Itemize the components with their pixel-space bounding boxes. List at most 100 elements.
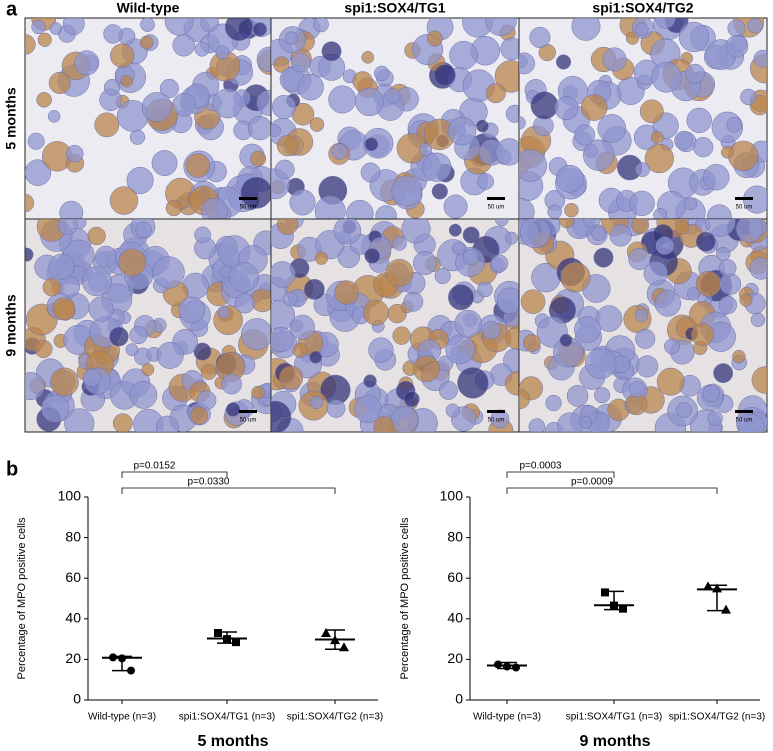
- cell: [276, 135, 299, 157]
- y-tick-label: 60: [65, 569, 81, 585]
- cell: [189, 406, 209, 425]
- row-label: 9 months: [3, 294, 19, 356]
- cell: [252, 22, 267, 37]
- cell: [112, 413, 133, 432]
- cell: [728, 140, 759, 172]
- y-tick-label: 0: [73, 691, 81, 707]
- scale-bar: [487, 410, 505, 413]
- cell: [496, 287, 519, 314]
- micrograph: 50 um: [270, 218, 520, 433]
- data-point: [619, 604, 627, 613]
- cell: [74, 50, 100, 76]
- cell: [103, 24, 123, 44]
- cell: [635, 308, 649, 322]
- cell: [725, 35, 749, 58]
- cell: [276, 219, 299, 235]
- data-point: [321, 628, 331, 638]
- cell: [172, 92, 196, 117]
- cell: [48, 71, 71, 95]
- cell: [462, 226, 480, 244]
- cell: [449, 40, 478, 70]
- cell: [519, 388, 531, 410]
- cell: [49, 22, 63, 35]
- cell: [196, 390, 217, 411]
- cells: [519, 18, 767, 219]
- cell: [328, 85, 357, 114]
- cell: [721, 145, 734, 159]
- cell: [34, 339, 53, 359]
- x-tick-label: Wild-type (n=3): [473, 712, 541, 723]
- cell: [519, 149, 548, 182]
- cell: [520, 289, 546, 314]
- cell: [753, 49, 767, 68]
- cell: [554, 96, 579, 121]
- cell: [314, 195, 346, 219]
- cell: [165, 199, 183, 217]
- cell: [713, 363, 734, 383]
- scale-bar-label: 50 um: [240, 418, 257, 424]
- cell: [185, 153, 211, 178]
- scale-bar: [487, 197, 505, 200]
- cell: [25, 34, 36, 55]
- cell: [635, 22, 649, 36]
- cell: [155, 415, 179, 432]
- cell: [737, 414, 765, 432]
- cell: [597, 114, 627, 143]
- cell: [495, 138, 519, 166]
- y-tick-label: 100: [58, 488, 82, 504]
- cell: [500, 37, 519, 61]
- cell: [82, 368, 102, 387]
- cell: [156, 341, 184, 369]
- cell: [636, 355, 659, 378]
- cell: [655, 236, 674, 255]
- data-point: [330, 635, 340, 645]
- cell: [635, 328, 656, 349]
- cell: [159, 78, 179, 99]
- cell: [373, 65, 390, 82]
- data-point: [512, 663, 520, 672]
- data-point: [610, 601, 618, 610]
- cell: [418, 143, 433, 157]
- cell: [129, 381, 158, 409]
- cell: [594, 387, 611, 404]
- cell: [702, 384, 720, 403]
- cell: [118, 248, 147, 277]
- p-value: p=0.0009: [571, 477, 613, 488]
- cell: [31, 19, 46, 35]
- cell: [505, 326, 519, 350]
- cell: [250, 150, 267, 167]
- cell: [719, 273, 742, 295]
- cell: [422, 152, 452, 182]
- cell: [579, 415, 593, 429]
- cell: [247, 115, 271, 141]
- cell: [141, 363, 155, 377]
- cell: [271, 326, 294, 353]
- cell: [635, 162, 650, 177]
- cell: [675, 220, 690, 235]
- scale-bar: [239, 410, 257, 413]
- cell: [25, 247, 34, 262]
- cell: [194, 41, 210, 57]
- cells: [271, 18, 519, 219]
- cell: [271, 261, 296, 288]
- p-value: p=0.0152: [134, 461, 176, 472]
- y-tick-label: 20: [65, 650, 81, 666]
- cell: [57, 219, 78, 236]
- cell: [62, 18, 85, 35]
- scale-bar: [735, 197, 753, 200]
- cell: [42, 278, 61, 297]
- cell: [650, 131, 664, 144]
- cell: [273, 56, 290, 73]
- cell: [140, 18, 155, 32]
- cell: [703, 164, 730, 191]
- cell: [201, 198, 228, 219]
- column-header: Wild-type: [117, 0, 180, 16]
- cells: [519, 219, 767, 432]
- cell: [37, 32, 52, 47]
- cell: [685, 63, 705, 84]
- cell: [194, 226, 211, 244]
- cell: [256, 46, 271, 72]
- cell: [355, 87, 384, 117]
- cell: [364, 248, 380, 264]
- cell: [448, 223, 462, 237]
